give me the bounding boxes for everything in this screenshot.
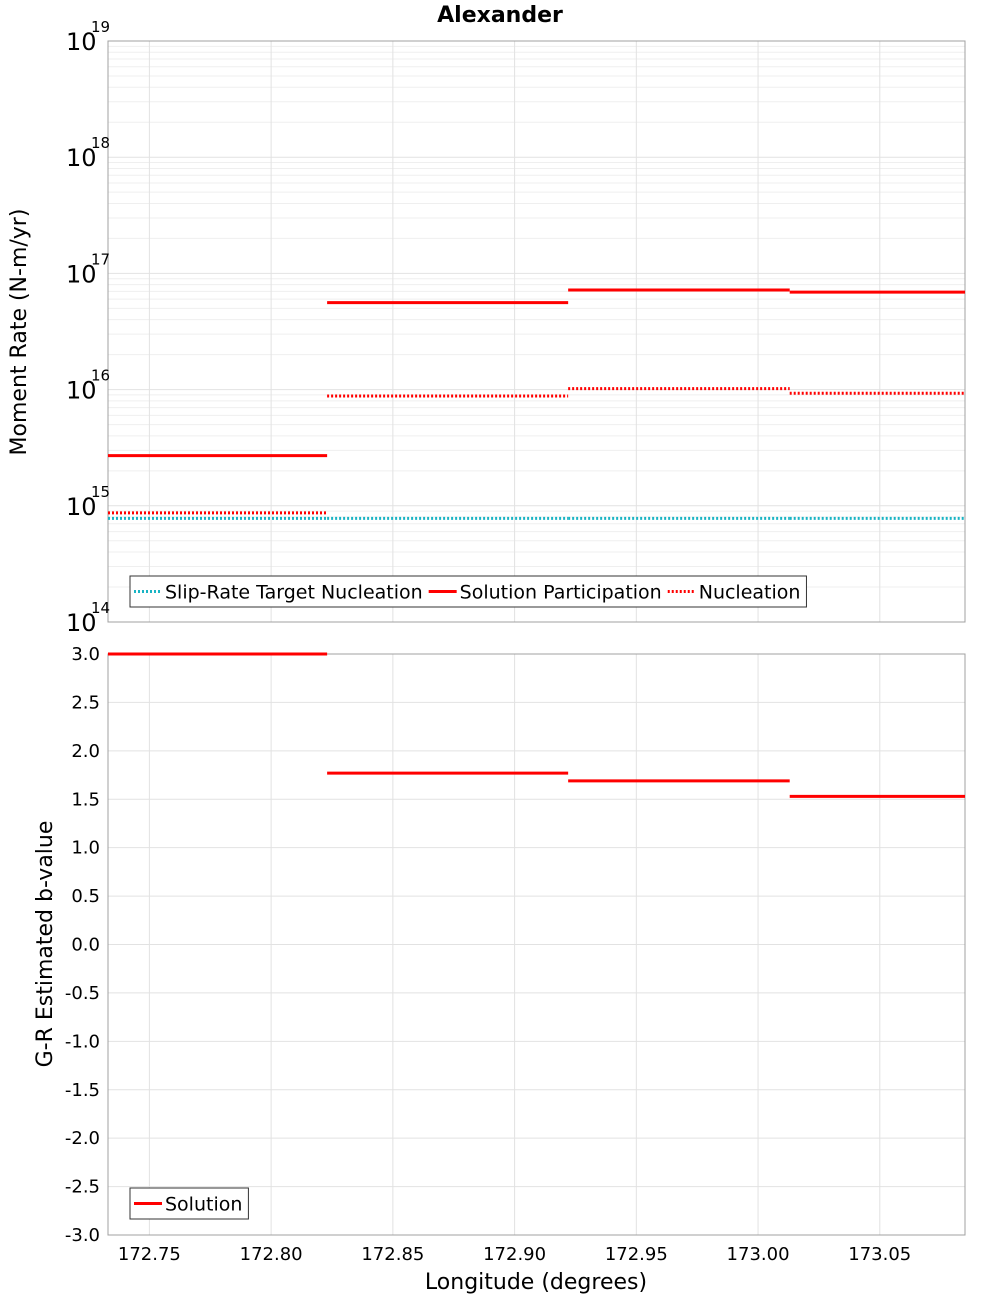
y-tick-exponent: 16 (91, 367, 110, 385)
top-legend: Slip-Rate Target Nucleation Solution Part… (129, 575, 807, 608)
top-plot-frame (107, 40, 966, 623)
y-tick-label: 2.5 (71, 692, 100, 713)
legend-item: Solution (134, 1194, 242, 1216)
y-tick-exponent: 19 (91, 18, 110, 36)
y-tick-exponent: 15 (91, 483, 110, 501)
legend-label: Solution (165, 1194, 242, 1216)
top-series (108, 288, 965, 520)
x-tick-label: 172.85 (361, 1244, 424, 1265)
x-tick-label: 173.00 (727, 1244, 790, 1265)
legend-label: Slip-Rate Target Nucleation (165, 582, 423, 604)
y-tick-label: -1.5 (65, 1080, 100, 1101)
y-tick-exponent: 17 (91, 250, 110, 268)
x-tick-label: 172.75 (118, 1244, 181, 1265)
x-tick-label: 172.95 (605, 1244, 668, 1265)
y-tick-label: 0.5 (71, 886, 100, 907)
x-tick-label: 172.90 (483, 1244, 546, 1265)
bottom-panel: 3.0 2.5 2.0 1.5 1.0 0.5 0.0 -0.5 -1.0 -1.5 -2.0 -2.… (33, 644, 966, 1295)
y-tick-label: 0.0 (71, 935, 100, 956)
y-tick-base: 10 (66, 377, 97, 405)
legend-item: Nucleation (667, 582, 801, 604)
y-tick-base: 10 (66, 260, 97, 288)
y-tick-label: -3.0 (65, 1225, 100, 1246)
y-tick-exponent: 14 (91, 599, 110, 617)
y-tick-label: 2.0 (71, 741, 100, 762)
bottom-plot-frame (107, 653, 966, 1236)
bottom-grid (108, 653, 965, 1236)
bottom-y-ticks: 3.0 2.5 2.0 1.5 1.0 0.5 0.0 -0.5 -1.0 -1.5 -2.0 -2.… (65, 644, 100, 1246)
y-tick-base: 10 (66, 144, 97, 172)
y-tick-label: -2.5 (65, 1177, 100, 1198)
y-tick-label: -2.0 (65, 1128, 100, 1149)
y-tick-label: -1.0 (65, 1031, 100, 1052)
legend-item: Solution Participation (428, 582, 662, 604)
y-tick-exponent: 18 (91, 134, 110, 152)
bottom-series (108, 652, 965, 798)
top-grid (108, 41, 965, 623)
x-tick-label: 172.80 (240, 1244, 303, 1265)
y-tick-label: 1.5 (71, 789, 100, 810)
bottom-y-axis-label: G-R Estimated b-value (33, 821, 58, 1068)
y-tick-base: 10 (66, 609, 97, 637)
bottom-x-ticks: 172.75 172.80 172.85 172.90 172.95 173.00 173.… (118, 1244, 911, 1265)
y-tick-label: 1.0 (71, 838, 100, 859)
y-tick-base: 10 (66, 28, 97, 56)
top-y-axis-label: Moment Rate (N-m/yr) (7, 209, 32, 456)
legend-label: Nucleation (699, 582, 801, 604)
x-axis-label: Longitude (degrees) (425, 1270, 647, 1295)
y-tick-base: 10 (66, 493, 97, 521)
legend-label: Solution Participation (460, 582, 662, 604)
bottom-legend: Solution (129, 1187, 249, 1220)
x-tick-label: 173.05 (848, 1244, 911, 1265)
legend-item: Slip-Rate Target Nucleation (134, 582, 423, 604)
chart-title: Alexander (437, 3, 563, 28)
y-tick-label: 3.0 (71, 644, 100, 665)
y-tick-label: -0.5 (65, 983, 100, 1004)
